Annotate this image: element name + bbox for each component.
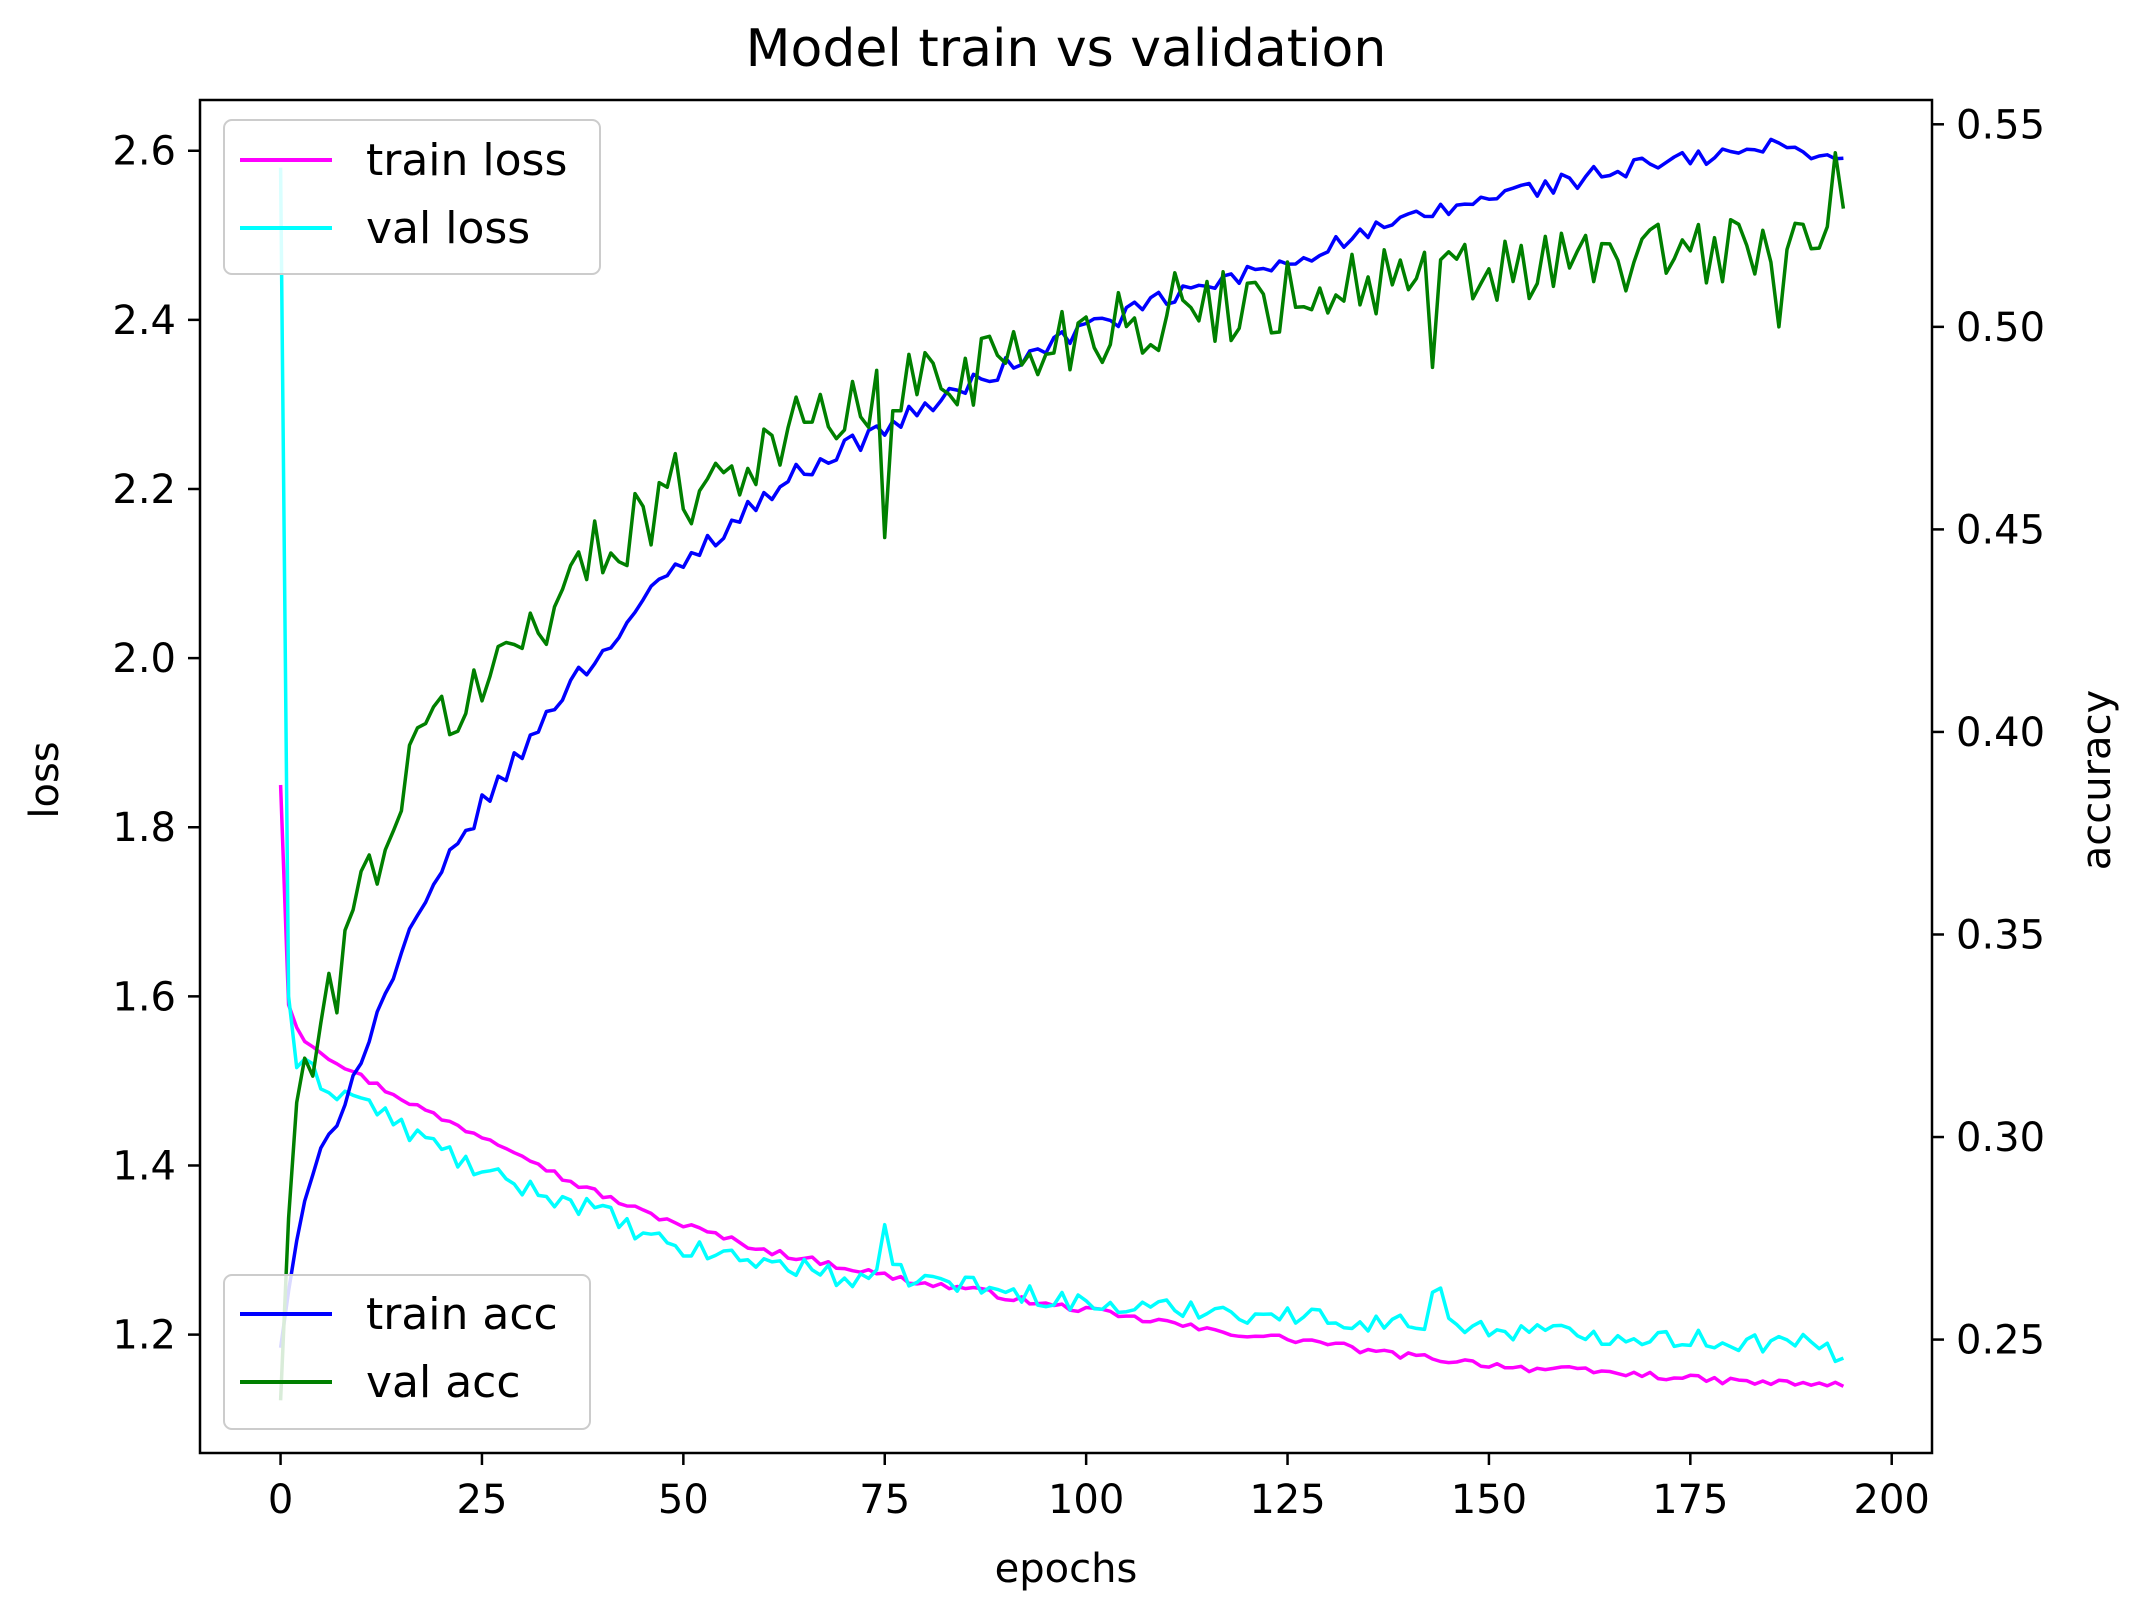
x-tick-label: 200 bbox=[1854, 1477, 1930, 1523]
left-y-axis-ticks: 1.2 1.4 1.6 1.8 2.0 2.2 2.4 2.6 bbox=[112, 129, 200, 1359]
series-line-train-acc bbox=[278, 137, 1844, 1348]
series-layer bbox=[278, 137, 1846, 1401]
x-axis-ticks: 0 25 50 75 100 125 150 175 200 bbox=[268, 1453, 1930, 1523]
right-y-tick-label: 0.45 bbox=[1956, 507, 2045, 553]
right-y-tick-label: 0.25 bbox=[1956, 1318, 2045, 1364]
series-line-val-acc bbox=[278, 151, 1846, 1401]
legend-loss: train loss val loss bbox=[223, 119, 601, 275]
left-y-axis-label: loss bbox=[22, 741, 68, 818]
plot-area-frame bbox=[198, 98, 1934, 1455]
left-y-tick-label: 1.8 bbox=[112, 805, 176, 851]
left-y-tick-label: 1.2 bbox=[112, 1313, 176, 1359]
left-y-tick-label: 2.2 bbox=[112, 467, 176, 513]
x-tick-label: 125 bbox=[1249, 1477, 1325, 1523]
right-y-axis-label: accuracy bbox=[2074, 690, 2120, 870]
left-y-tick-label: 2.0 bbox=[112, 636, 176, 682]
left-y-tick-label: 2.6 bbox=[112, 129, 176, 175]
right-y-tick-label: 0.40 bbox=[1956, 710, 2045, 756]
left-y-tick-label: 2.4 bbox=[112, 298, 176, 344]
left-y-tick-label: 1.6 bbox=[112, 974, 176, 1020]
x-tick-label: 0 bbox=[268, 1477, 293, 1523]
chart-title: Model train vs validation bbox=[746, 19, 1387, 79]
right-y-tick-label: 0.30 bbox=[1956, 1115, 2045, 1161]
x-axis-label: epochs bbox=[995, 1546, 1138, 1592]
right-y-tick-label: 0.55 bbox=[1956, 102, 2045, 148]
x-tick-label: 150 bbox=[1451, 1477, 1527, 1523]
right-y-tick-label: 0.50 bbox=[1956, 305, 2045, 351]
x-tick-label: 75 bbox=[859, 1477, 910, 1523]
legend-label-val-loss: val loss bbox=[366, 203, 530, 254]
right-y-axis-ticks: 0.25 0.30 0.35 0.40 0.45 0.50 0.55 bbox=[1932, 102, 2045, 1364]
x-tick-label: 50 bbox=[658, 1477, 709, 1523]
x-tick-label: 175 bbox=[1652, 1477, 1728, 1523]
x-tick-label: 25 bbox=[457, 1477, 508, 1523]
legend-label-train-loss: train loss bbox=[366, 135, 567, 186]
series-line-val-loss bbox=[278, 167, 1845, 1364]
left-y-tick-label: 1.4 bbox=[112, 1143, 176, 1189]
right-y-tick-label: 0.35 bbox=[1956, 912, 2045, 958]
legend-label-val-acc: val acc bbox=[366, 1357, 521, 1408]
legend-label-train-acc: train acc bbox=[366, 1289, 558, 1340]
series-line-train-loss bbox=[278, 784, 1845, 1388]
x-tick-label: 100 bbox=[1048, 1477, 1124, 1523]
legend-acc: train acc val acc bbox=[223, 1274, 591, 1430]
